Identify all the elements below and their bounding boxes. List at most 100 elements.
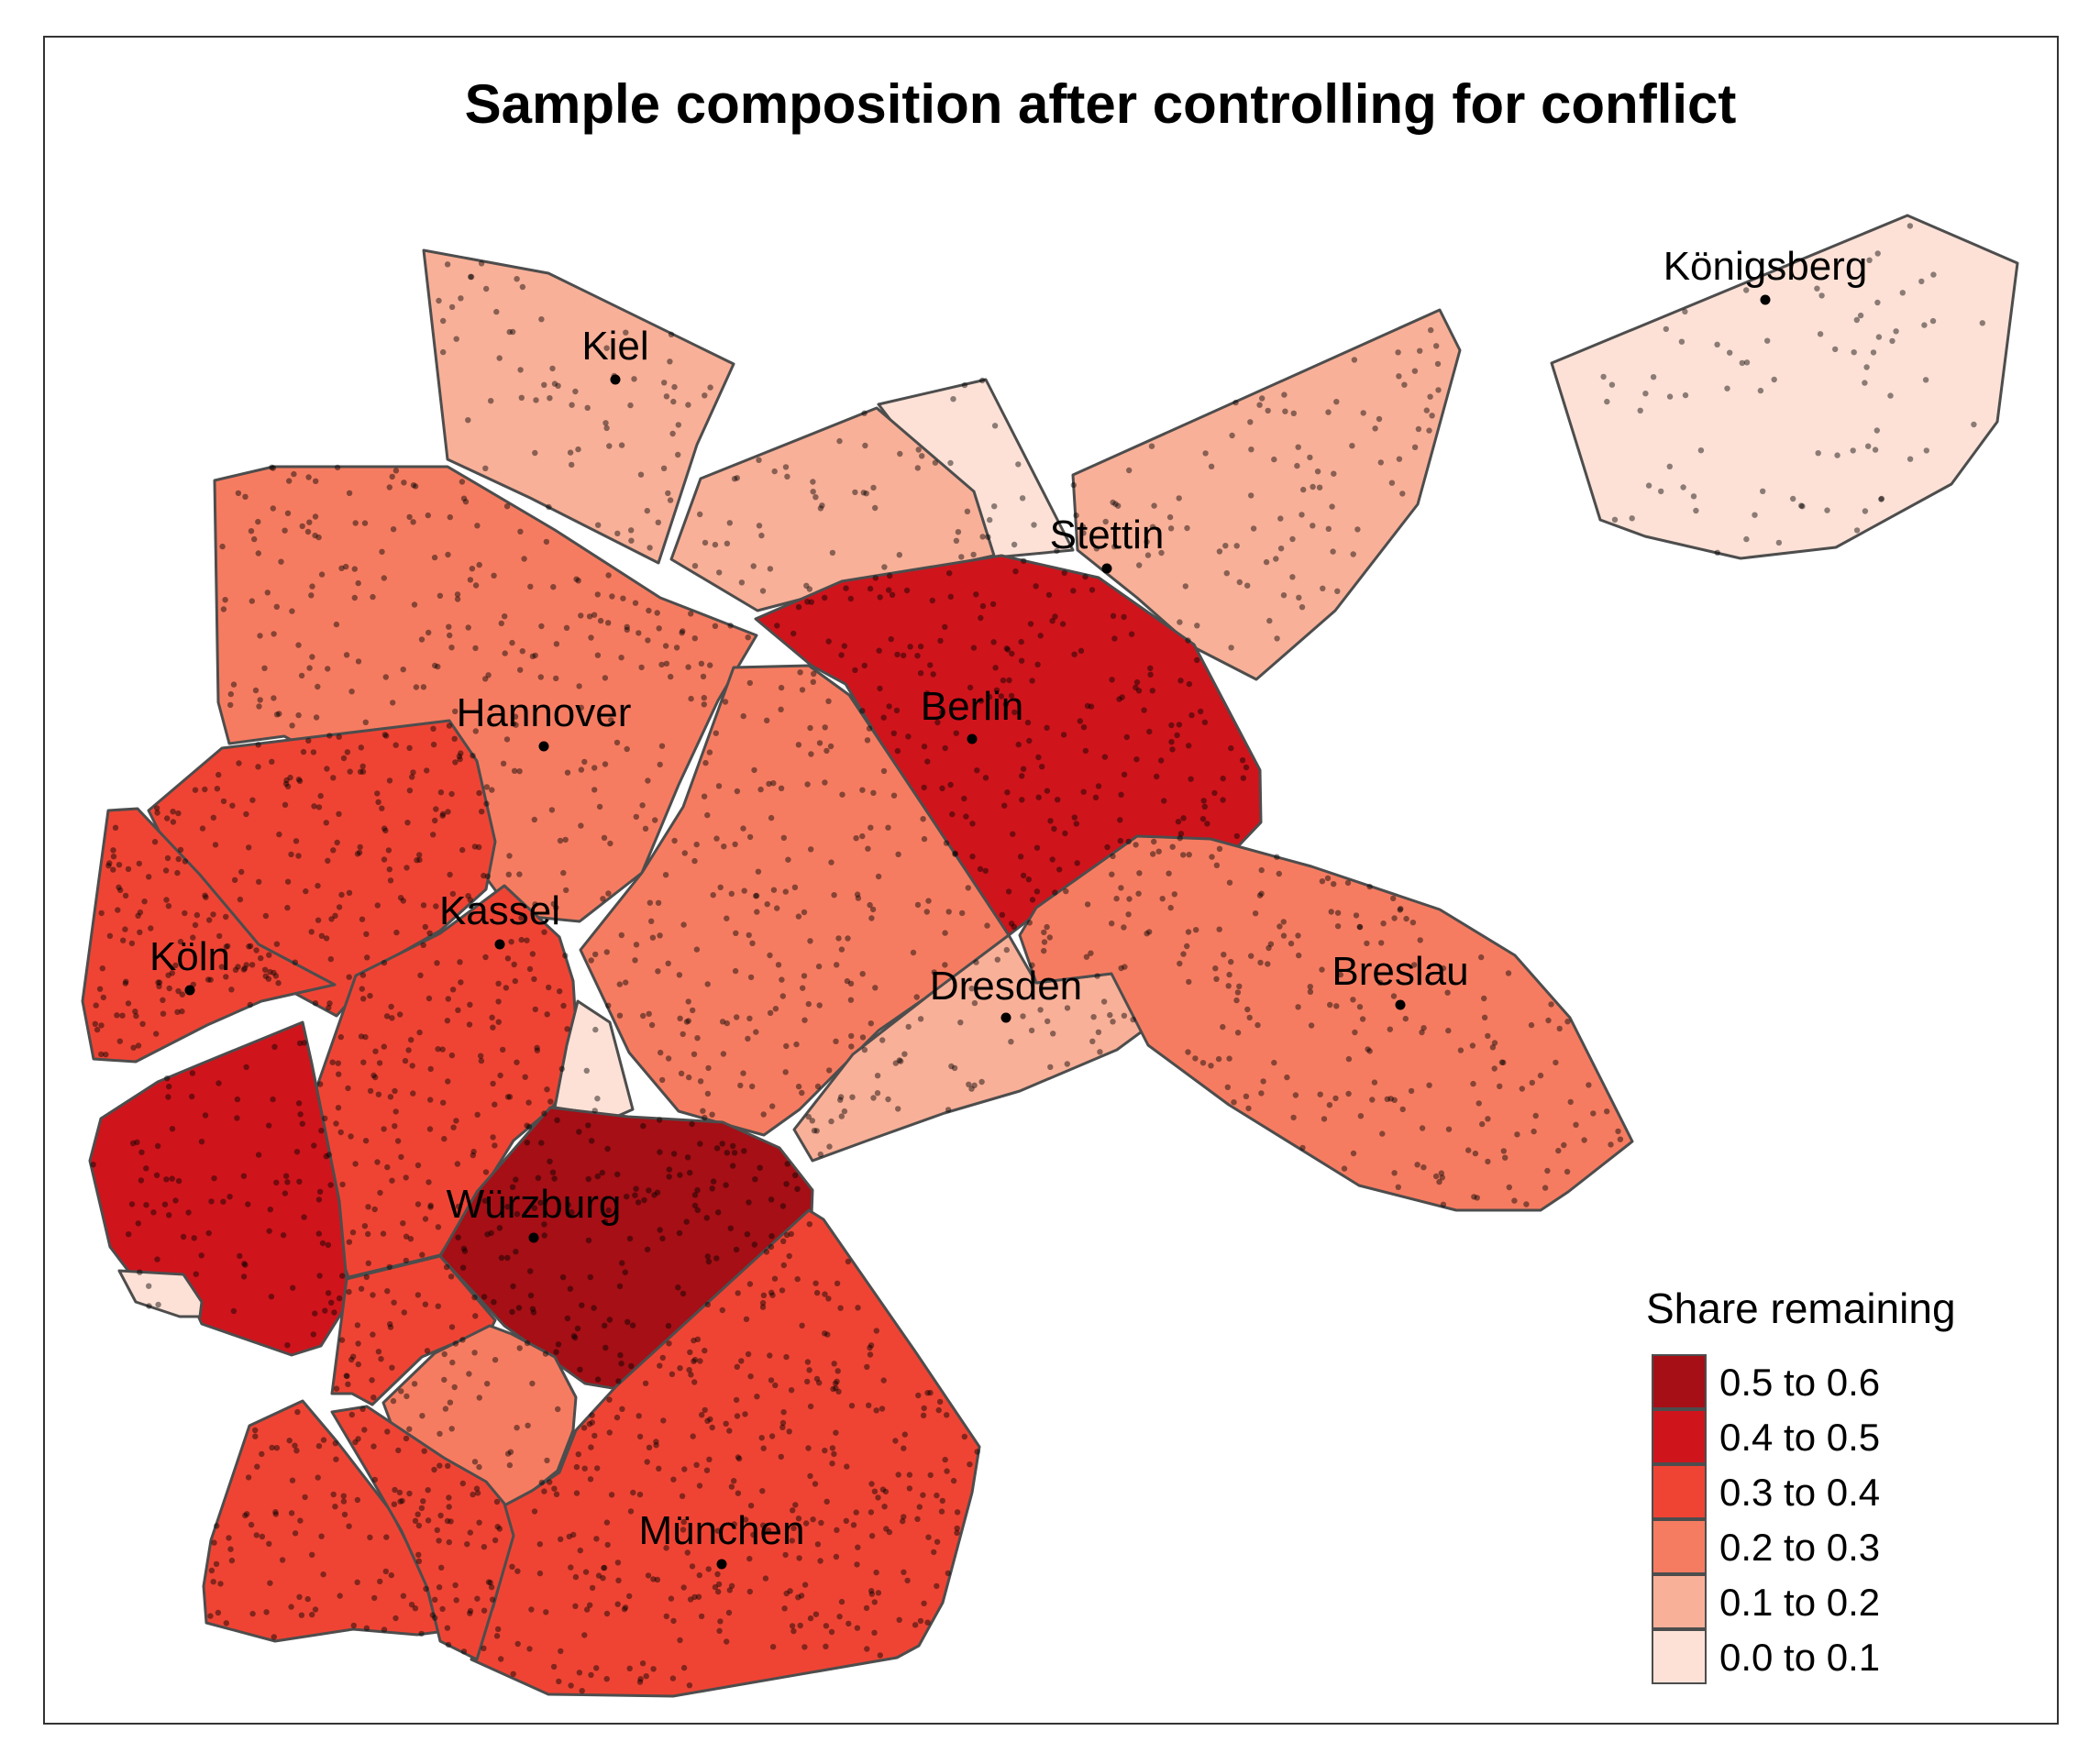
sample-point (1228, 958, 1234, 965)
sample-point (440, 810, 447, 817)
sample-point (405, 1047, 412, 1053)
sample-point (816, 1380, 823, 1386)
sample-point (398, 1153, 404, 1161)
sample-point (814, 1083, 822, 1090)
sample-point (836, 437, 843, 445)
sample-point (526, 1646, 533, 1652)
sample-point (592, 1026, 599, 1033)
sample-point (943, 840, 950, 846)
sample-point (875, 1494, 881, 1501)
sample-point (1274, 635, 1280, 642)
sample-point (785, 856, 791, 863)
sample-point (680, 1584, 687, 1591)
sample-point (253, 1532, 260, 1538)
sample-point (248, 1521, 255, 1528)
sample-point (271, 969, 277, 976)
sample-point (507, 1449, 514, 1455)
sample-point (345, 1381, 351, 1388)
sample-point (553, 675, 559, 682)
sample-point (469, 566, 476, 572)
sample-point (1337, 971, 1344, 978)
sample-point (1438, 1170, 1445, 1176)
sample-point (865, 845, 871, 852)
sample-point (730, 1142, 736, 1150)
sample-point (1319, 878, 1326, 885)
sample-point (640, 1012, 647, 1020)
sample-point (854, 891, 861, 898)
sample-point (921, 1405, 927, 1412)
sample-point (459, 1264, 467, 1271)
sample-point (600, 896, 606, 902)
sample-point (1523, 1201, 1530, 1207)
sample-point (658, 661, 665, 668)
sample-point (359, 972, 367, 978)
region-saxony-anhalt (579, 664, 1011, 1137)
sample-point (332, 1440, 338, 1447)
sample-point (289, 1477, 296, 1483)
sample-point (1213, 976, 1220, 983)
sample-point (791, 884, 799, 890)
sample-point (573, 1463, 580, 1471)
sample-point (279, 1557, 286, 1563)
sample-point (1064, 1061, 1071, 1067)
sample-point (1790, 495, 1796, 502)
sample-point (297, 1111, 304, 1118)
sample-point (315, 683, 321, 690)
sample-point (282, 1190, 289, 1196)
sample-point (782, 888, 789, 895)
sample-point (769, 1292, 776, 1298)
sample-point (689, 1563, 696, 1570)
sample-point (296, 1178, 303, 1185)
sample-point (1044, 1018, 1051, 1025)
sample-point (367, 1087, 374, 1095)
sample-point (1491, 1065, 1498, 1072)
sample-point (948, 1063, 955, 1070)
sample-point (722, 699, 729, 705)
sample-point (271, 695, 277, 701)
sample-point (1034, 661, 1041, 667)
sample-point (1277, 546, 1285, 552)
sample-point (267, 1207, 273, 1213)
sample-point (325, 857, 331, 864)
sample-point (838, 946, 846, 953)
sample-point (1326, 1102, 1333, 1108)
sample-point (1506, 1184, 1513, 1191)
sample-point (481, 1645, 487, 1652)
sample-point (384, 1288, 391, 1295)
sample-point (885, 824, 891, 831)
sample-point (174, 869, 181, 876)
sample-point (807, 1615, 814, 1622)
sample-point (290, 1284, 296, 1291)
map-title: Sample composition after controlling for… (465, 73, 1737, 135)
sample-point (409, 774, 415, 780)
sample-point (243, 962, 249, 968)
sample-point (1390, 993, 1398, 999)
sample-point (890, 792, 898, 799)
sample-point (450, 1124, 457, 1130)
sample-point (503, 503, 511, 510)
sample-point (675, 422, 681, 428)
sample-point (165, 1094, 171, 1100)
sample-point (717, 1618, 724, 1625)
sample-point (427, 1097, 434, 1103)
region-stettin (1071, 308, 1462, 681)
sample-point (751, 766, 757, 774)
sample-point (333, 1385, 340, 1392)
sample-point (360, 996, 367, 1002)
sample-point (175, 1177, 182, 1185)
sample-point (1514, 1131, 1520, 1138)
sample-point (697, 511, 703, 518)
sample-point (1396, 456, 1403, 462)
sample-point (696, 1483, 703, 1489)
sample-point (579, 1302, 585, 1308)
sample-point (813, 1128, 820, 1134)
sample-point (916, 1504, 923, 1510)
sample-point (1012, 568, 1019, 575)
sample-point (872, 985, 879, 991)
city-label-koenigsberg: Königsberg (1663, 244, 1868, 289)
sample-point (759, 1488, 766, 1494)
sample-point (1469, 1042, 1476, 1049)
sample-point (1064, 1005, 1071, 1011)
sample-point (750, 563, 757, 569)
sample-point (1035, 794, 1042, 800)
